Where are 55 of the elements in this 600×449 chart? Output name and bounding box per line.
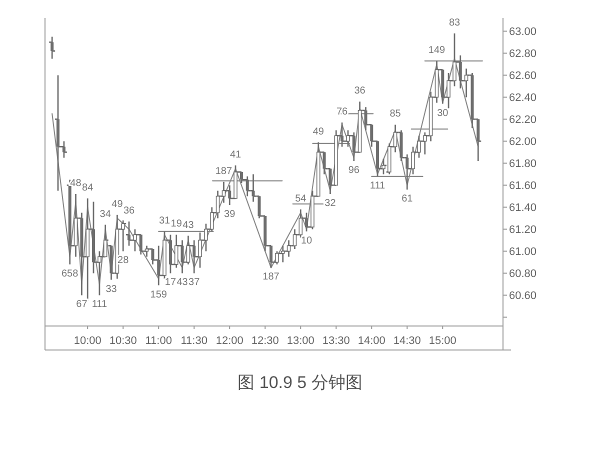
- x-tick-label: 14:30: [393, 335, 421, 347]
- y-tick-label: 60.60: [509, 290, 537, 302]
- y-tick-label: 61.00: [509, 246, 537, 258]
- y-tick-label: 63.00: [509, 26, 537, 38]
- annotation: 34: [100, 208, 112, 220]
- x-tick-label: 10:30: [109, 335, 137, 347]
- annotation: 159: [150, 289, 168, 300]
- x-tick-label: 13:00: [286, 335, 314, 347]
- x-tick-label: 12:30: [251, 335, 279, 347]
- annotation: 149: [428, 44, 446, 56]
- annotation: 111: [370, 180, 386, 192]
- annotation: 30: [437, 108, 449, 119]
- annotation: 41: [230, 149, 242, 160]
- annotation: 33: [106, 284, 118, 295]
- x-tick-label: 14:00: [358, 335, 386, 347]
- y-tick-label: 61.20: [509, 224, 537, 236]
- annotation: 36: [354, 86, 366, 97]
- annotation: 84: [82, 182, 94, 194]
- x-tick-label: 15:00: [428, 335, 456, 347]
- y-tick-label: 62.00: [509, 136, 537, 148]
- annotation: 49: [312, 126, 324, 138]
- annotation: 19: [170, 218, 182, 230]
- annotation: 187: [215, 166, 233, 177]
- x-tick-label: 13:30: [322, 335, 350, 347]
- annotation: 187: [262, 272, 280, 283]
- annotation: 36: [123, 206, 135, 216]
- annotation: 17: [164, 277, 176, 288]
- x-tick-label: 11:30: [180, 335, 208, 347]
- y-tick-label: 61.80: [509, 158, 537, 170]
- annotation: 31: [158, 215, 171, 226]
- annotation: 61: [402, 194, 414, 205]
- annotation: 10: [300, 235, 313, 246]
- annotation: 37: [188, 277, 200, 288]
- y-tick-label: 61.40: [509, 202, 537, 214]
- x-tick-label: 10:00: [74, 335, 102, 347]
- annotation: 96: [348, 165, 360, 176]
- annotation: 67: [76, 299, 88, 310]
- annotation: 658: [62, 268, 79, 280]
- y-tick-label: 62.20: [509, 114, 537, 126]
- y-tick-label: 60.80: [509, 268, 537, 280]
- annotation: 43: [182, 220, 194, 231]
- annotation: 54: [295, 193, 307, 204]
- annotation: 111: [92, 299, 108, 310]
- y-tick-label: 62.60: [509, 70, 537, 82]
- y-tick-label: 62.80: [509, 48, 537, 60]
- text: 图 10.9 5 分钟图: [238, 373, 362, 392]
- annotation: 49: [112, 198, 124, 210]
- y-tick-label: 62.40: [509, 92, 537, 104]
- y-tick-label: 61.60: [509, 180, 537, 192]
- x-tick-label: 11:00: [145, 335, 172, 347]
- annotation: 85: [390, 108, 402, 120]
- annotation: 83: [448, 17, 460, 28]
- annotation: 39: [224, 209, 236, 220]
- annotation: 43: [176, 277, 188, 288]
- x-tick-label: 12:00: [216, 335, 244, 347]
